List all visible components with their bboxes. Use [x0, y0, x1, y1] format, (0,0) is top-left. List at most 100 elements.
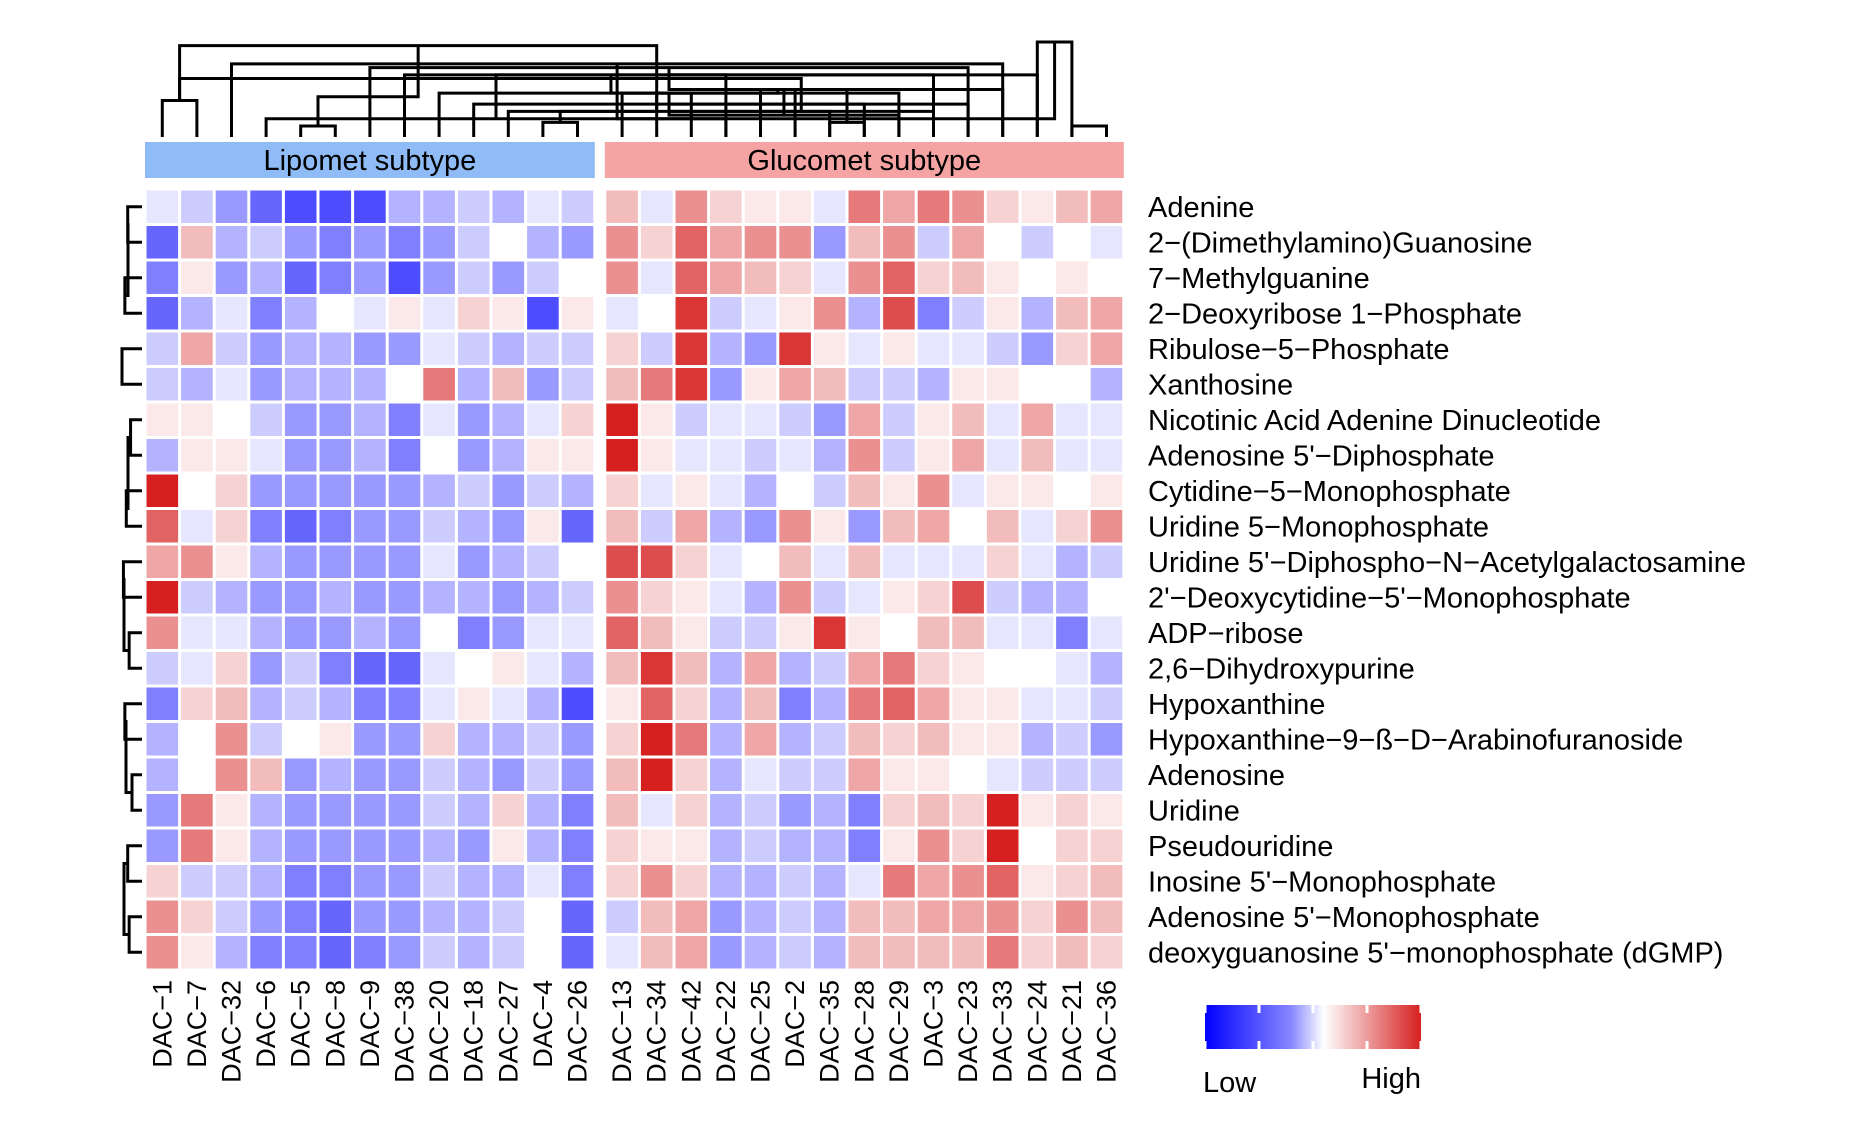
heatmap-cell [1090, 794, 1123, 827]
heatmap-cell [986, 510, 1019, 543]
heatmap-cell [883, 510, 915, 543]
heatmap-cell [1056, 900, 1088, 933]
heatmap-cell [710, 474, 742, 507]
heatmap-cell [215, 936, 248, 969]
heatmap-cell [492, 510, 525, 543]
heatmap-cell [181, 936, 213, 969]
column-label: DAC−8 [320, 980, 350, 1068]
heatmap-cell [527, 723, 559, 756]
column-dendrogram-branch [316, 45, 420, 127]
heatmap-cell [457, 581, 490, 614]
heatmap-cell [710, 439, 742, 472]
heatmap-cell [1056, 439, 1088, 472]
heatmap-cell [319, 261, 352, 294]
heatmap-cell [744, 794, 777, 827]
heatmap-cell [952, 758, 984, 791]
heatmap-cell [181, 439, 213, 472]
heatmap-cell [675, 545, 708, 578]
heatmap-cell [710, 226, 742, 259]
row-label: Adenine [1148, 192, 1254, 224]
heatmap-cell [952, 368, 984, 401]
heatmap-cell [883, 545, 915, 578]
heatmap-cell [457, 261, 490, 294]
heatmap-cell [883, 368, 915, 401]
heatmap-cell [779, 439, 811, 472]
heatmap-cell [527, 865, 559, 898]
column-label: DAC−2 [780, 980, 810, 1068]
heatmap-cell [917, 226, 950, 259]
heatmap-cell [284, 332, 317, 365]
heatmap-cell [492, 723, 525, 756]
row-label: Nicotinic Acid Adenine Dinucleotide [1148, 405, 1601, 437]
column-label: DAC−36 [1092, 980, 1122, 1083]
heatmap-cell [215, 332, 248, 365]
column-label: DAC−9 [355, 980, 385, 1068]
heatmap-cell [986, 900, 1019, 933]
column-label: DAC−5 [286, 980, 316, 1068]
heatmap-cell [744, 332, 777, 365]
row-dendrogram-branch [127, 631, 142, 670]
heatmap-cell [423, 829, 455, 862]
heatmap-cell [917, 545, 950, 578]
column-dendrogram-branch [759, 88, 797, 137]
heatmap-cell [952, 794, 984, 827]
heatmap-cell [744, 652, 777, 685]
row-dendrogram-branch [121, 560, 142, 599]
heatmap-cell [284, 190, 317, 223]
heatmap-cell [457, 900, 490, 933]
heatmap-cell [457, 652, 490, 685]
column-dendrogram-branch [178, 77, 803, 112]
heatmap-cell [284, 297, 317, 330]
heatmap-cell [848, 368, 881, 401]
column-dendrogram-branch [558, 93, 659, 123]
group-bar-1 [604, 142, 1124, 178]
heatmap-cell [883, 403, 915, 436]
heatmap-cell [640, 581, 673, 614]
heatmap-cell [250, 936, 282, 969]
heatmap-cell [813, 403, 846, 436]
heatmap-cell [388, 900, 421, 933]
heatmap-cell [986, 758, 1019, 791]
row-label: Hypoxanthine−9−ß−D−Arabinofuranoside [1148, 724, 1683, 756]
heatmap-cell [710, 900, 742, 933]
heatmap-cell [640, 368, 673, 401]
heatmap-cell [146, 474, 179, 507]
row-dendrogram-branch [126, 436, 131, 510]
heatmap-cell [675, 758, 708, 791]
heatmap-cell [527, 581, 559, 614]
heatmap-cell [354, 794, 386, 827]
heatmap-cell [319, 900, 352, 933]
heatmap-cell [1090, 261, 1123, 294]
heatmap-cell [744, 723, 777, 756]
heatmap-cell [319, 297, 352, 330]
heatmap-cell [744, 190, 777, 223]
heatmap-cell [146, 226, 179, 259]
heatmap-cell [250, 545, 282, 578]
heatmap-cell [917, 439, 950, 472]
heatmap-cell [146, 510, 179, 543]
heatmap-cell [284, 545, 317, 578]
heatmap-cell [813, 545, 846, 578]
heatmap-cell [423, 403, 455, 436]
heatmap-cell [146, 545, 179, 578]
heatmap-cell [388, 936, 421, 969]
row-dendrogram-branch [124, 720, 132, 794]
heatmap-cell [250, 829, 282, 862]
column-dendrogram-branch [667, 93, 970, 137]
heatmap-cell [284, 723, 317, 756]
heatmap-cell [917, 865, 950, 898]
heatmap-cell [527, 332, 559, 365]
heatmap-cell [986, 190, 1019, 223]
heatmap-cell [492, 190, 525, 223]
heatmap-cell [606, 190, 638, 223]
heatmap-cell [744, 261, 777, 294]
heatmap-cell [1090, 368, 1123, 401]
row-label: 2'−Deoxycytidine−5'−Monophosphate [1148, 582, 1631, 614]
heatmap-cell [813, 616, 846, 649]
heatmap-cell [744, 865, 777, 898]
heatmap-cell [1056, 829, 1088, 862]
heatmap-cell [813, 226, 846, 259]
heatmap-cell [744, 439, 777, 472]
column-label: DAC−28 [849, 980, 879, 1083]
heatmap-cell [319, 794, 352, 827]
